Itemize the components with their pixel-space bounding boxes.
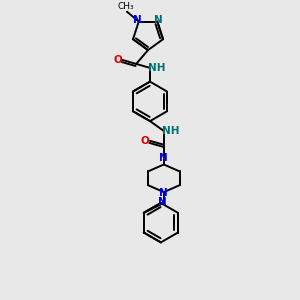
Text: NH: NH [162,126,179,136]
Text: N: N [159,188,168,198]
Text: O: O [141,136,149,146]
Text: NH: NH [148,63,166,73]
Text: N: N [154,15,163,25]
Text: N: N [158,197,167,207]
Text: O: O [113,55,122,65]
Text: N: N [134,15,142,25]
Text: N: N [159,153,168,163]
Text: CH₃: CH₃ [118,2,134,11]
